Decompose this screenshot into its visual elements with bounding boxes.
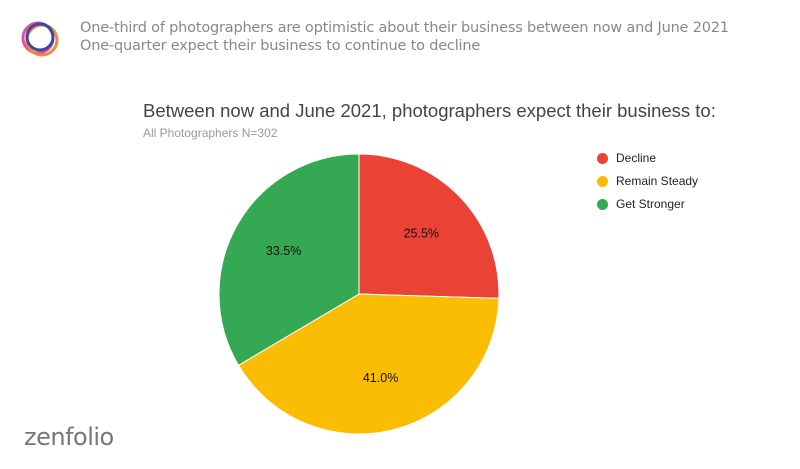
pie-slice-remain-steady xyxy=(237,293,500,435)
legend-swatch xyxy=(597,198,608,210)
legend-label: Remain Steady xyxy=(616,174,699,188)
legend-item: Decline xyxy=(597,151,656,165)
legend-swatch xyxy=(597,175,608,187)
pie-slice-get-stronger xyxy=(218,153,360,366)
chart-subtitle: All Photographers N=302 xyxy=(143,126,278,140)
data-label: 25.5% xyxy=(404,227,439,241)
legend-item: Get Stronger xyxy=(597,197,685,211)
zenfolio-logo: zenfolio xyxy=(24,423,114,451)
headline-line-1: One-third of photographers are optimisti… xyxy=(80,20,729,36)
chart-title: Between now and June 2021, photographers… xyxy=(143,100,716,121)
legend-label: Get Stronger xyxy=(616,197,685,211)
headline-line-2: One-quarter expect their business to con… xyxy=(80,38,481,54)
data-label: 41.0% xyxy=(363,371,398,385)
legend-item: Remain Steady xyxy=(597,174,698,188)
logo-rings-icon xyxy=(21,21,59,57)
legend-label: Decline xyxy=(616,151,657,165)
pie-slice-decline xyxy=(358,153,500,299)
legend-swatch xyxy=(597,152,608,164)
data-label: 33.5% xyxy=(266,244,301,258)
